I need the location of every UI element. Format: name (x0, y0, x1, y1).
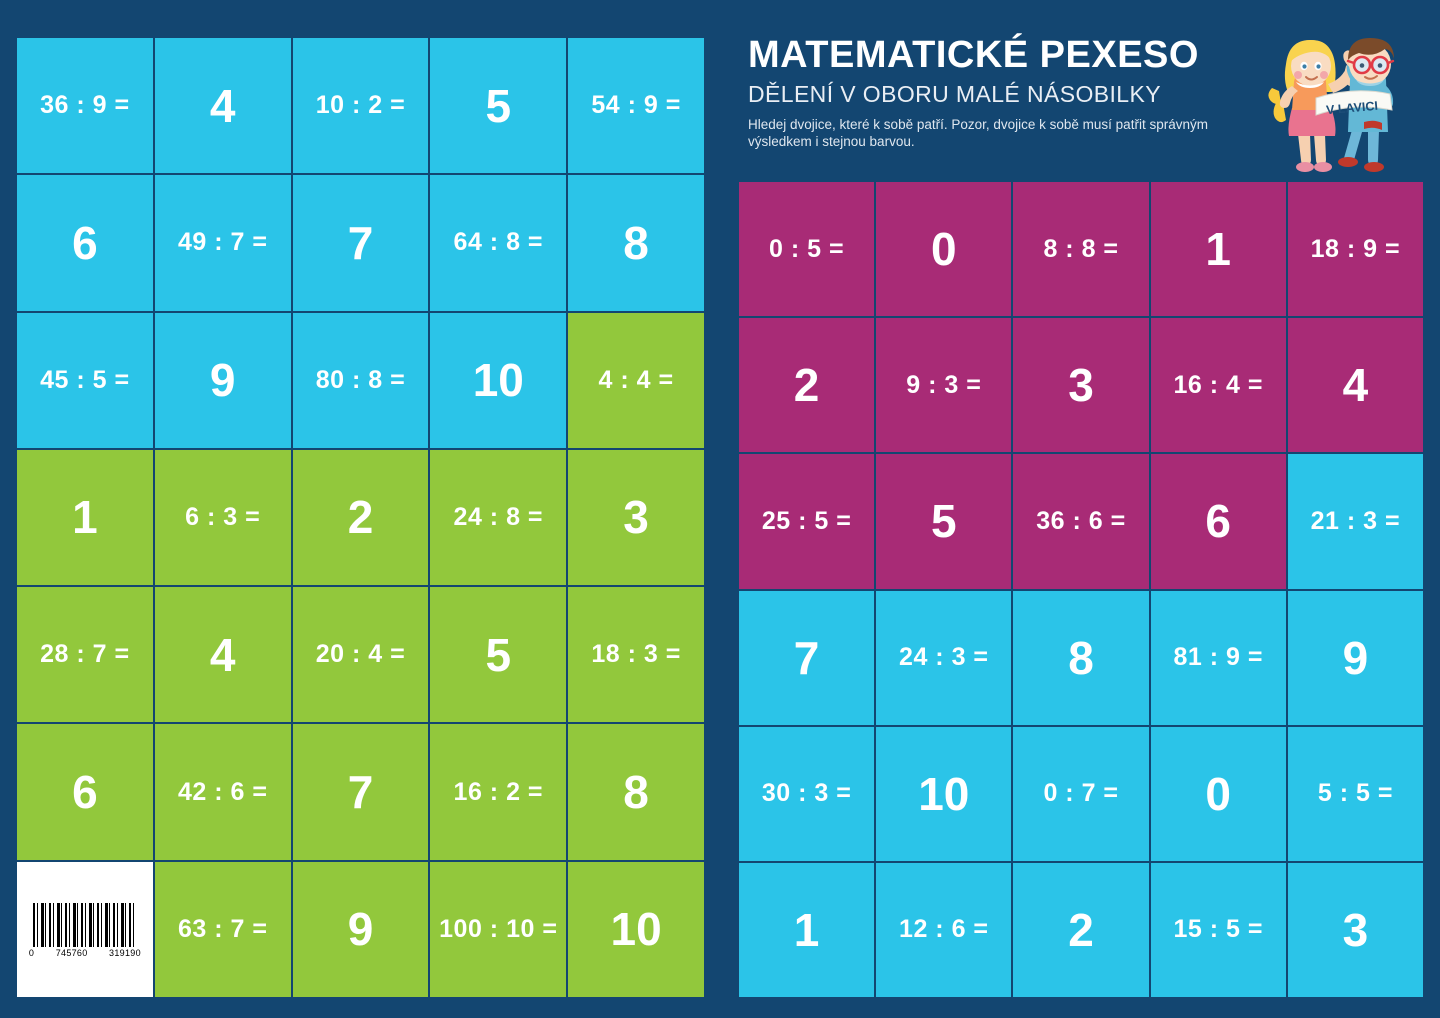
left-answer-card[interactable]: 4 (154, 587, 291, 723)
barcode-digits: 0 745760 319190 (28, 947, 141, 958)
right-question-card[interactable]: 15 : 5 = (1150, 862, 1286, 997)
right-question-card[interactable]: 18 : 9 = (1287, 182, 1423, 317)
right-question-card[interactable]: 16 : 4 = (1150, 318, 1286, 453)
left-answer-card[interactable]: 1 (17, 449, 153, 586)
right-answer-card[interactable]: 0 (876, 182, 1012, 317)
left-question-card[interactable]: 4 : 4 = (568, 312, 704, 448)
barcode-digit-group: 319190 (109, 947, 141, 958)
left-question-card[interactable]: 16 : 2 = (430, 724, 567, 860)
left-question-card[interactable]: 63 : 7 = (154, 861, 291, 997)
barcode: 0 745760 319190 (17, 861, 153, 997)
right-answer-card[interactable]: 3 (1287, 862, 1423, 997)
right-answer-card[interactable]: 2 (1013, 862, 1149, 997)
left-answer-card[interactable]: 8 (568, 724, 704, 860)
left-answer-card[interactable]: 7 (292, 724, 429, 860)
right-question-card[interactable]: 0 : 5 = (739, 182, 875, 317)
right-question-card[interactable]: 21 : 3 = (1287, 454, 1423, 589)
right-answer-card[interactable]: 3 (1013, 318, 1149, 453)
left-question-card[interactable]: 45 : 5 = (17, 312, 153, 448)
right-question-card[interactable]: 5 : 5 = (1287, 726, 1423, 861)
left-question-card[interactable]: 20 : 4 = (292, 587, 429, 723)
right-answer-card[interactable]: 8 (1013, 590, 1149, 725)
left-question-card[interactable]: 10 : 2 = (292, 38, 429, 174)
left-question-card[interactable]: 36 : 9 = (17, 38, 153, 174)
barcode-digit-group: 0 (28, 947, 35, 958)
right-question-card[interactable]: 81 : 9 = (1150, 590, 1286, 725)
right-answer-card[interactable]: 7 (739, 590, 875, 725)
left-answer-card[interactable]: 5 (430, 38, 567, 174)
left-question-card[interactable]: 24 : 8 = (430, 449, 567, 586)
right-answer-card[interactable]: 10 (876, 726, 1012, 861)
right-question-card[interactable]: 30 : 3 = (739, 726, 875, 861)
right-answer-card[interactable]: 0 (1150, 726, 1286, 861)
right-question-card[interactable]: 9 : 3 = (876, 318, 1012, 453)
left-question-card[interactable]: 28 : 7 = (17, 587, 153, 723)
right-question-card[interactable]: 12 : 6 = (876, 862, 1012, 997)
left-answer-card[interactable]: 6 (17, 724, 153, 860)
right-answer-card[interactable]: 5 (876, 454, 1012, 589)
left-question-card[interactable]: 49 : 7 = (154, 175, 291, 311)
children-illustration: V LAVICI (1256, 22, 1428, 180)
left-answer-card[interactable]: 10 (430, 312, 567, 448)
instructions-text: Hledej dvojice, které k sobě patří. Pozo… (748, 117, 1208, 150)
barcode-bars-icon (32, 902, 137, 947)
page-title: MATEMATICKÉ PEXESO (748, 34, 1199, 76)
right-question-card[interactable]: 36 : 6 = (1013, 454, 1149, 589)
left-question-card[interactable]: 80 : 8 = (292, 312, 429, 448)
left-answer-card[interactable]: 9 (154, 312, 291, 448)
right-question-card[interactable]: 8 : 8 = (1013, 182, 1149, 317)
banner-label: V LAVICI (1326, 99, 1379, 117)
left-answer-card[interactable]: 7 (292, 175, 429, 311)
left-answer-card[interactable]: 4 (154, 38, 291, 174)
right-question-card[interactable]: 24 : 3 = (876, 590, 1012, 725)
left-question-card[interactable]: 18 : 3 = (568, 587, 704, 723)
left-answer-card[interactable]: 2 (292, 449, 429, 586)
left-question-card[interactable]: 54 : 9 = (568, 38, 704, 174)
left-answer-card[interactable]: 8 (568, 175, 704, 311)
right-question-card[interactable]: 0 : 7 = (1013, 726, 1149, 861)
right-answer-card[interactable]: 4 (1287, 318, 1423, 453)
left-question-card[interactable]: 6 : 3 = (154, 449, 291, 586)
right-answer-card[interactable]: 2 (739, 318, 875, 453)
right-question-card[interactable]: 25 : 5 = (739, 454, 875, 589)
left-answer-card[interactable]: 5 (430, 587, 567, 723)
right-card-grid: 0 : 5 = 0 8 : 8 = 1 18 : 9 = 2 9 : 3 = 3 16 : 4 … (739, 182, 1423, 997)
left-question-card[interactable]: 100 : 10 = (430, 861, 567, 997)
right-answer-card[interactable]: 1 (1150, 182, 1286, 317)
right-answer-card[interactable]: 1 (739, 862, 875, 997)
left-question-card[interactable]: 42 : 6 = (154, 724, 291, 860)
page-subtitle: DĚLENÍ V OBORU MALÉ NÁSOBILKY (748, 80, 1161, 107)
barcode-digit-group: 745760 (55, 947, 88, 958)
left-answer-card[interactable]: 3 (568, 449, 704, 586)
left-answer-card[interactable]: 10 (568, 861, 704, 997)
left-card-grid: 36 : 9 = 4 10 : 2 = 5 54 : 9 = 6 49 : 7 = 7 64 :… (17, 38, 704, 997)
left-question-card[interactable]: 64 : 8 = (430, 175, 567, 311)
left-answer-card[interactable]: 9 (292, 861, 429, 997)
left-answer-card[interactable]: 6 (17, 175, 153, 311)
right-answer-card[interactable]: 6 (1150, 454, 1286, 589)
header: MATEMATICKÉ PEXESO DĚLENÍ V OBORU MALÉ N… (748, 34, 1268, 151)
right-answer-card[interactable]: 9 (1287, 590, 1423, 725)
